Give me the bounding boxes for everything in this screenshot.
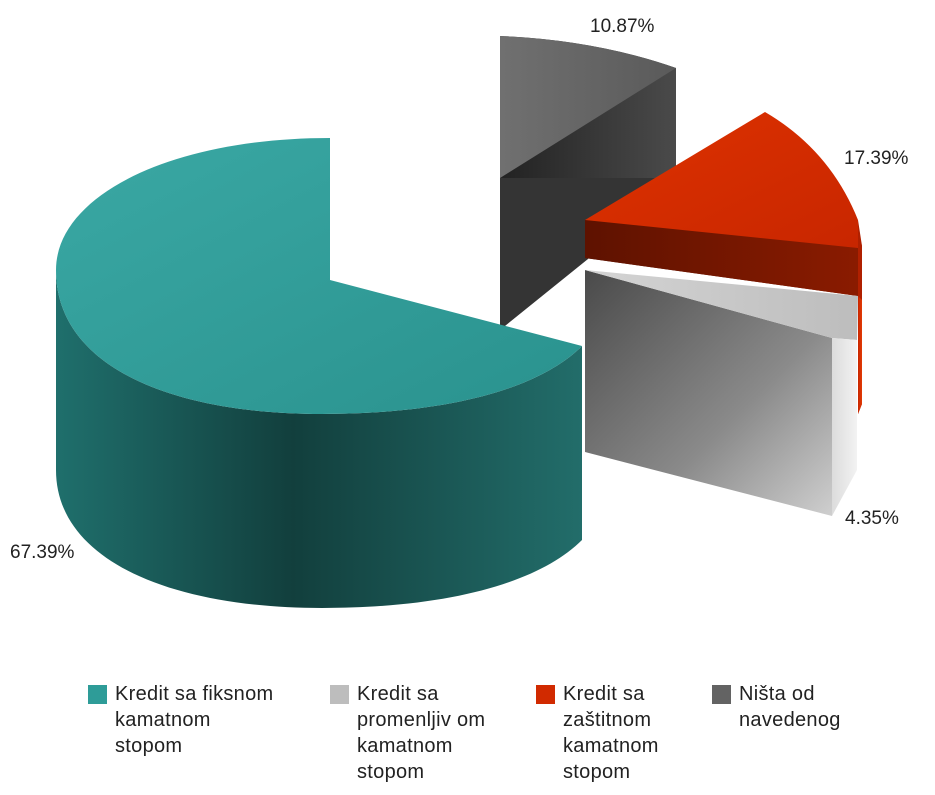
slice-label-fiksnom: 67.39% bbox=[10, 542, 75, 563]
pie-slice-kredit-sa-fiksnom bbox=[56, 138, 582, 608]
slice-label-zastitnom: 17.39% bbox=[844, 148, 909, 169]
chart-legend: Kredit sa fiksnom kamatnom stopom Kredit… bbox=[88, 681, 882, 785]
legend-label: Ništa od navedenog bbox=[739, 683, 841, 731]
legend-item-kredit-sa-promenljivom: Kredit sa promenljiv om kamatnom stopom bbox=[330, 681, 526, 785]
legend-label: Kredit sa fiksnom kamatnom stopom bbox=[115, 683, 274, 757]
slice-label-promenljivom: 4.35% bbox=[845, 508, 899, 529]
legend-label: Kredit sa promenljiv om kamatnom stopom bbox=[357, 683, 486, 783]
legend-item-nista-od-navedenog: Ništa od navedenog bbox=[712, 681, 872, 785]
pie-slice-kredit-sa-zastitnom bbox=[585, 112, 862, 414]
pie-slice-kredit-sa-promenljivom bbox=[585, 270, 858, 516]
legend-label: Kredit sa zaštitnom kamatnom stopom bbox=[563, 683, 659, 783]
legend-item-kredit-sa-zastitnom: Kredit sa zaštitnom kamatnom stopom bbox=[536, 681, 702, 785]
legend-swatch bbox=[330, 685, 349, 704]
legend-swatch bbox=[712, 685, 731, 704]
slice-label-nista: 10.87% bbox=[590, 16, 655, 37]
legend-item-kredit-sa-fiksnom: Kredit sa fiksnom kamatnom stopom bbox=[88, 681, 320, 785]
legend-swatch bbox=[536, 685, 555, 704]
legend-swatch bbox=[88, 685, 107, 704]
